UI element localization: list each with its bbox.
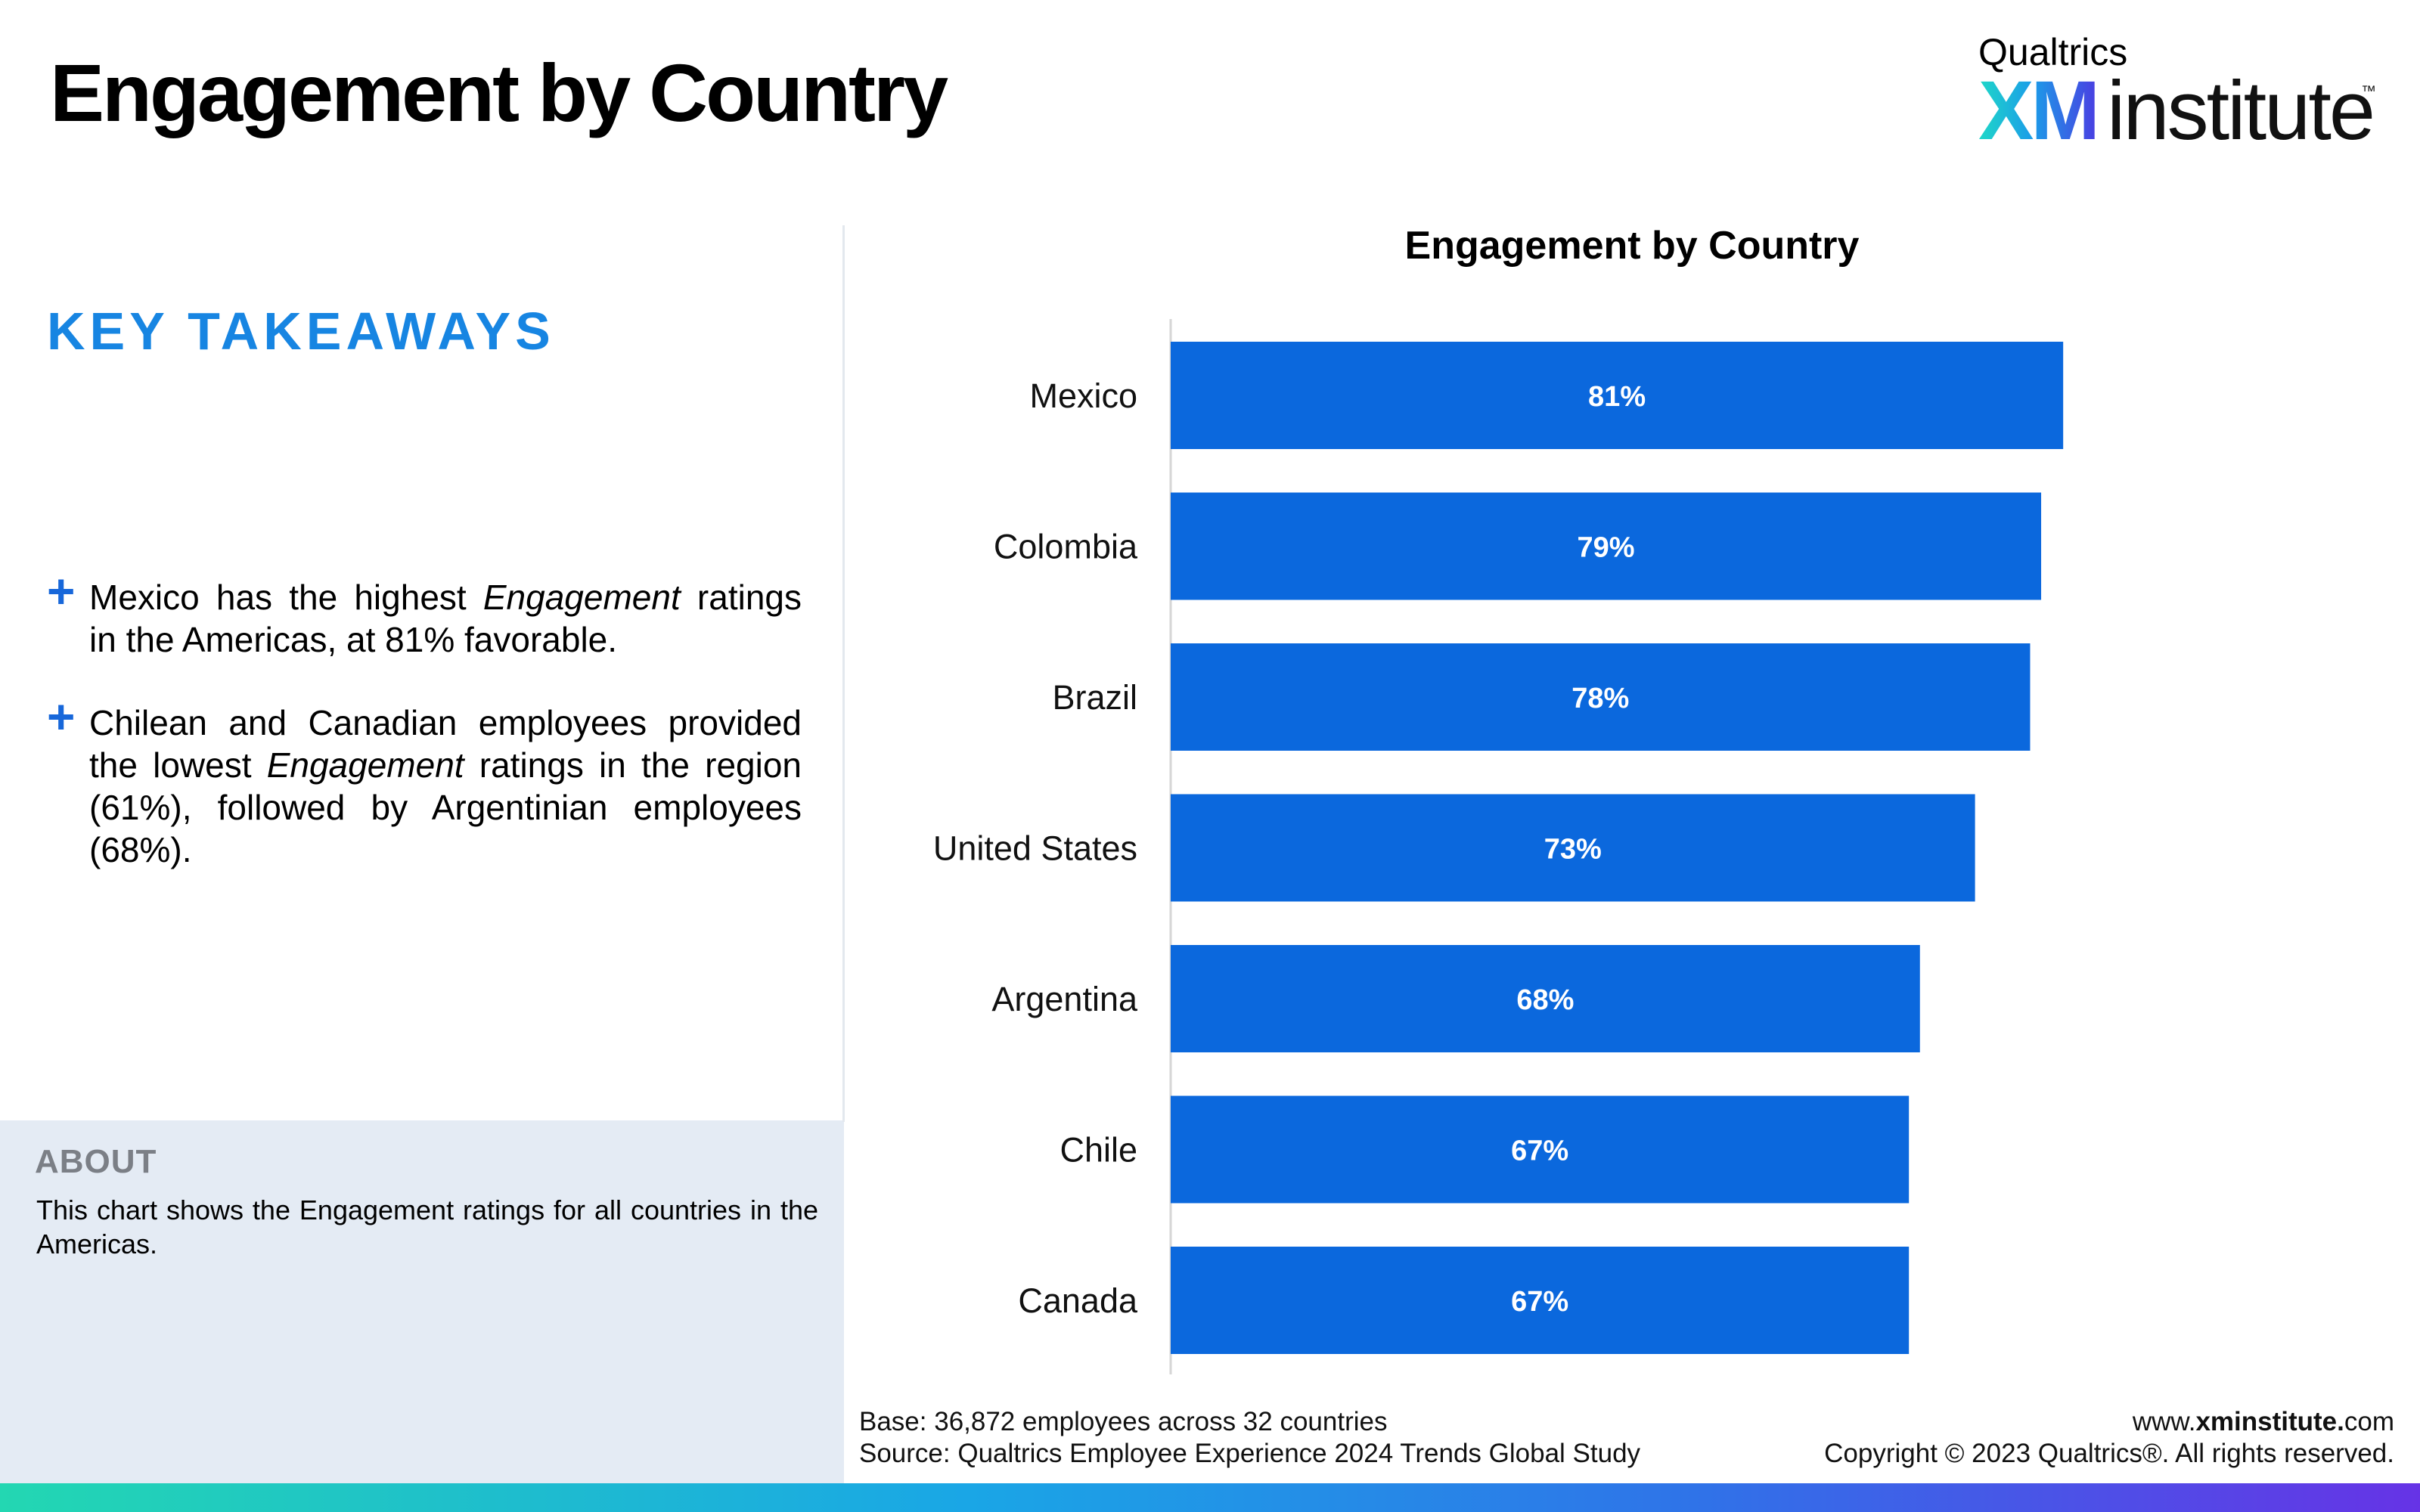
takeaway-item: + Chilean and Canadian employees provide… [47, 692, 802, 871]
bar-value-label: 81% [1588, 381, 1646, 413]
base-source-note: Base: 36,872 employees across 32 countri… [859, 1406, 1640, 1470]
logo-institute-text: institute [2107, 64, 2375, 157]
footer-right: www.xminstitute.com Copyright © 2023 Qua… [1824, 1406, 2394, 1470]
about-text: This chart shows the Engagement ratings … [36, 1194, 818, 1259]
engagement-bar-chart: Engagement by Country 81% Mexico 79% Colomb… [933, 224, 2064, 1374]
copyright-text: Copyright © 2023 Qualtrics®. All rights … [1824, 1439, 2394, 1468]
page-title: Engagement by Country [50, 47, 948, 138]
bar-value-label: 78% [1571, 683, 1629, 714]
bar-colombia [1171, 492, 2042, 600]
category-label: Mexico [1029, 376, 1137, 415]
category-label: Argentina [991, 980, 1138, 1018]
bottom-gradient-bar [0, 1483, 2420, 1512]
plus-icon: + [47, 564, 76, 618]
category-label: United States [933, 829, 1137, 868]
takeaway-text: Chilean and Canadian employees provided … [89, 703, 802, 869]
category-label: Colombia [994, 528, 1138, 566]
bar-brazil [1171, 643, 2031, 751]
panel-divider [842, 225, 845, 1122]
bar-mexico [1171, 342, 2064, 449]
takeaway-text: Mexico has the highest Engagement rating… [89, 578, 802, 659]
about-heading: ABOUT [35, 1143, 157, 1180]
bar-value-label: 79% [1577, 532, 1634, 564]
bar-chile [1171, 1095, 1910, 1204]
xm-institute-logo: Qualtrics XM institute ™ [1978, 30, 2387, 153]
plus-icon: + [47, 689, 76, 744]
bar-value-label: 73% [1544, 834, 1602, 866]
bar-value-label: 67% [1511, 1136, 1568, 1167]
about-panel [0, 1120, 844, 1483]
bar-canada [1171, 1247, 1910, 1354]
category-label: Canada [1018, 1281, 1138, 1320]
logo-xm-mark: XM [1978, 64, 2100, 157]
category-label: Brazil [1052, 678, 1137, 717]
website-link[interactable]: www.xminstitute.com [2132, 1407, 2394, 1436]
logo-trademark: ™ [2361, 83, 2376, 100]
bar-value-label: 67% [1511, 1286, 1568, 1318]
base-text: Base: 36,872 employees across 32 countri… [859, 1407, 1388, 1436]
bar-value-label: 68% [1516, 984, 1574, 1016]
takeaway-item: + Mexico has the highest Engagement rati… [47, 567, 802, 661]
bar-argentina [1171, 945, 1920, 1052]
chart-title: Engagement by Country [1405, 224, 1860, 268]
category-label: Chile [1060, 1131, 1137, 1170]
logo-qualtrics-text: Qualtrics [1978, 31, 2128, 73]
key-takeaways-heading: KEY TAKEAWAYS [47, 302, 555, 361]
bar-united-states [1171, 794, 1975, 902]
source-text: Source: Qualtrics Employee Experience 20… [859, 1439, 1641, 1468]
